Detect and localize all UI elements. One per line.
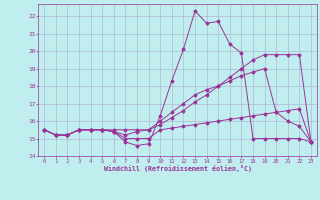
X-axis label: Windchill (Refroidissement éolien,°C): Windchill (Refroidissement éolien,°C) [104,165,252,172]
